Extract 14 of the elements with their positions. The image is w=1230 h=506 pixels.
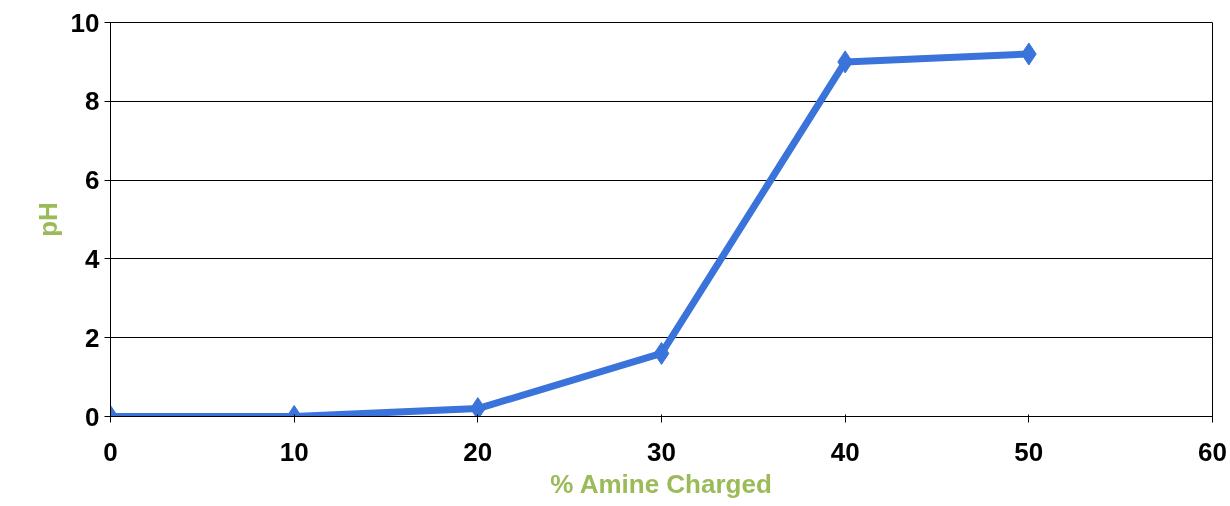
y-axis-title: pH [32, 202, 63, 237]
x-tick-label: 20 [463, 436, 493, 467]
x-tick-label: 30 [647, 436, 676, 467]
x-tick-label: 10 [279, 436, 309, 467]
y-tick-label: 6 [85, 165, 100, 196]
x-tick-label: 50 [1014, 436, 1044, 467]
x-tick-label: 40 [830, 436, 860, 467]
y-tick-label: 8 [85, 86, 100, 117]
x-tick-label: 60 [1198, 436, 1227, 467]
x-axis-title: % Amine Charged [550, 468, 772, 499]
y-tick-label: 4 [85, 243, 101, 274]
y-tick-label: 2 [85, 322, 100, 353]
y-tick-label: 0 [85, 401, 100, 432]
y-tick-label: 10 [70, 7, 100, 38]
